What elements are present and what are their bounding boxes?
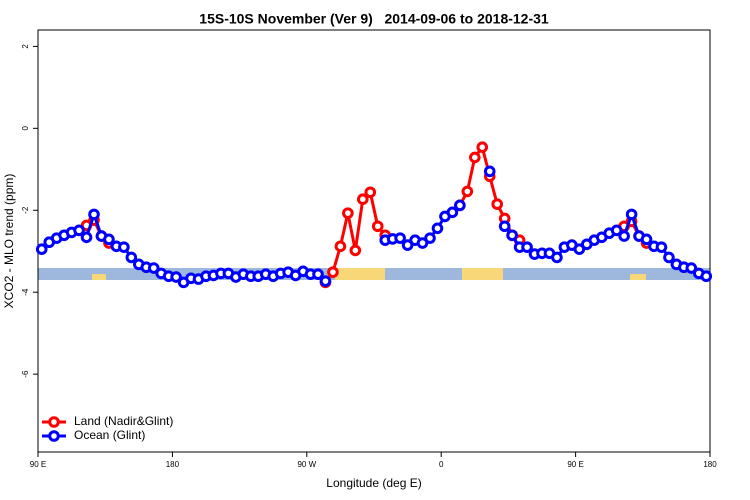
point (551, 251, 563, 264)
point (461, 185, 474, 198)
series-line (85, 145, 648, 284)
x-tick-label: 90 E (30, 460, 46, 469)
point (416, 237, 429, 249)
land-strip (462, 268, 503, 280)
point (476, 141, 489, 153)
point (521, 241, 533, 253)
point (498, 220, 511, 233)
point (700, 270, 713, 283)
y-tick-label: -6 (21, 370, 30, 378)
land-strip (630, 274, 646, 280)
point (88, 208, 100, 221)
point (394, 232, 406, 244)
point (610, 224, 623, 237)
point (147, 262, 160, 274)
y-axis-label: XCO2 - MLO trend (ppm) (2, 174, 16, 309)
legend-marker (48, 430, 60, 442)
x-axis-label: Longitude (deg E) (326, 476, 421, 490)
point (349, 244, 362, 257)
point (342, 207, 354, 219)
point (573, 243, 586, 255)
plot-frame (37, 29, 711, 453)
point (125, 251, 138, 264)
point (491, 198, 504, 210)
point (640, 233, 653, 246)
x-tick-label: 90 W (297, 460, 316, 469)
y-tick-label: 0 (21, 126, 30, 131)
point (371, 220, 384, 233)
point (483, 165, 496, 178)
point (618, 230, 630, 242)
point (625, 208, 638, 221)
point (334, 240, 347, 253)
y-tick-label: -4 (21, 288, 30, 296)
x-tick-label: 180 (166, 460, 180, 469)
point (103, 233, 115, 246)
legend-label: Land (Nadir&Glint) (74, 414, 173, 428)
point (327, 266, 339, 278)
point (357, 193, 369, 206)
point (446, 206, 459, 219)
point (401, 239, 414, 251)
point (424, 232, 436, 244)
x-tick-label: 90 E (567, 460, 583, 469)
point (364, 186, 377, 199)
point (35, 243, 48, 255)
point (170, 271, 182, 283)
point (663, 251, 675, 264)
point (319, 275, 332, 287)
legend-marker (48, 416, 60, 428)
point (312, 268, 324, 280)
point (80, 231, 93, 244)
legend-label: Ocean (Glint) (74, 428, 145, 442)
point (506, 229, 518, 242)
y-tick-label: -2 (21, 206, 30, 214)
chart-title: 15S-10S November (Ver 9) 2014-09-06 to 2… (199, 11, 549, 27)
x-tick-label: 0 (439, 460, 444, 469)
x-tick-label: 180 (703, 460, 717, 469)
point (73, 224, 85, 237)
point (118, 241, 130, 253)
point (454, 199, 466, 212)
point (685, 262, 698, 274)
point (469, 151, 481, 164)
y-tick-label: 2 (21, 44, 30, 49)
point (655, 241, 668, 253)
land-strip (335, 268, 385, 280)
point (431, 222, 444, 235)
land-strip (92, 274, 106, 280)
